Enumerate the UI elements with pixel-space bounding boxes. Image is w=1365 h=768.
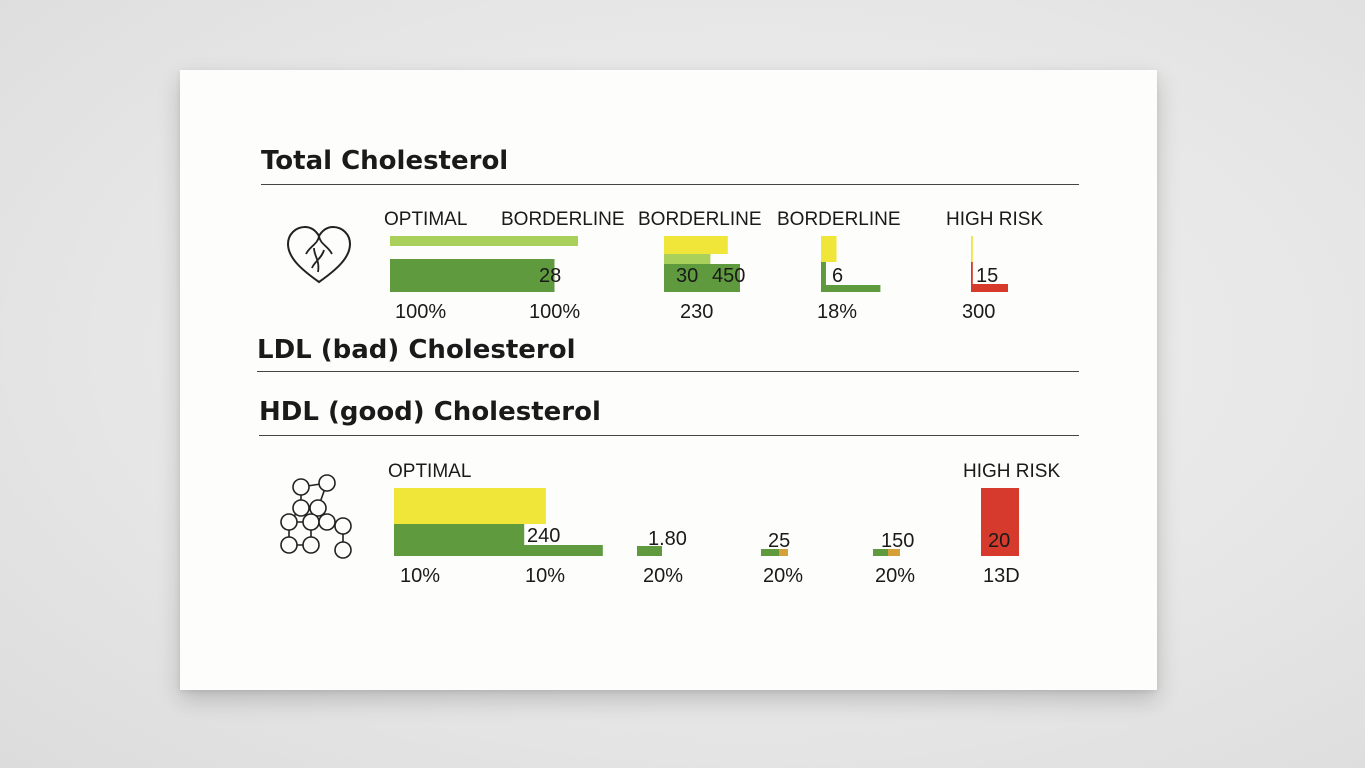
category-label: OPTIMAL — [388, 461, 471, 482]
bar — [664, 254, 710, 264]
value-label: 15 — [976, 265, 998, 287]
value-label: 240 — [527, 525, 560, 547]
value-label: 28 — [539, 265, 561, 287]
value-label: 20 — [988, 530, 1010, 552]
percent-label: 10% — [400, 565, 440, 587]
value-label: 150 — [881, 530, 914, 552]
bar — [394, 488, 546, 524]
category-label: OPTIMAL — [384, 209, 467, 230]
value-label: 25 — [768, 530, 790, 552]
category-label: BORDERLINE — [638, 209, 762, 230]
percent-label: 10% — [525, 565, 565, 587]
percent-label: 230 — [680, 301, 713, 323]
bar — [821, 285, 880, 292]
bar — [394, 524, 524, 556]
percent-label: 300 — [962, 301, 995, 323]
percent-label: 13D — [983, 565, 1020, 587]
bar — [971, 262, 973, 284]
bar — [664, 236, 728, 254]
category-label: HIGH RISK — [963, 461, 1060, 482]
percent-label: 20% — [875, 565, 915, 587]
percent-label: 100% — [395, 301, 446, 323]
percent-label: 100% — [529, 301, 580, 323]
bar — [821, 236, 837, 262]
bar — [390, 236, 578, 246]
value-label: 6 — [832, 265, 843, 287]
value-label: 30 — [676, 265, 698, 287]
percent-label: 20% — [643, 565, 683, 587]
category-label: BORDERLINE — [501, 209, 625, 230]
percent-label: 20% — [763, 565, 803, 587]
value-label: 450 — [712, 265, 745, 287]
category-label: HIGH RISK — [946, 209, 1043, 230]
bar — [971, 236, 973, 262]
percent-label: 18% — [817, 301, 857, 323]
value-label: 1.80 — [648, 528, 687, 550]
bar — [821, 262, 826, 286]
category-label: BORDERLINE — [777, 209, 901, 230]
bar — [390, 259, 555, 292]
